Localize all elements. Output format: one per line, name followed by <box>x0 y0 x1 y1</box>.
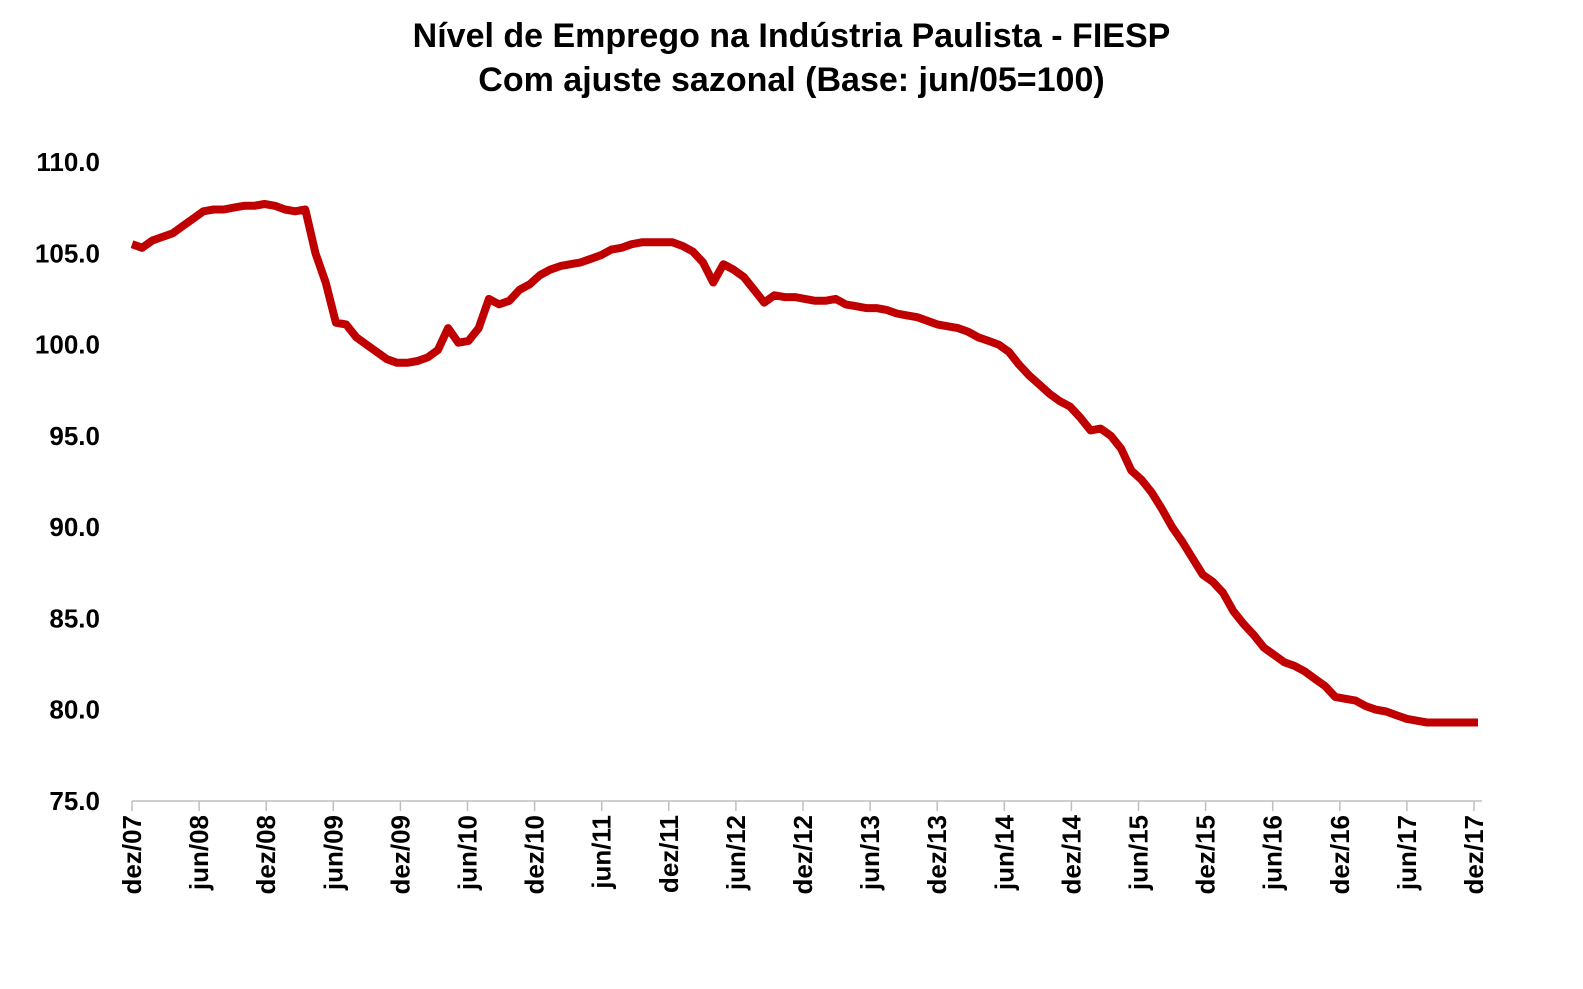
x-tick-label: jun/12 <box>721 815 751 891</box>
x-tick-label: jun/17 <box>1392 815 1422 891</box>
x-tick-label: dez/10 <box>520 815 550 895</box>
x-axis-tick-labels: dez/07 jun/08 dez/08 jun/09 dez/09 jun/10 dez/… <box>117 814 1489 894</box>
series-group <box>130 200 1478 727</box>
x-tick-label: dez/13 <box>922 815 952 895</box>
y-axis-tick-labels: 110.0 105.0 100.0 95.0 90.0 85.0 80.0 75.0 <box>35 147 100 816</box>
x-tick-label: dez/08 <box>251 815 281 895</box>
x-tick-label: dez/17 <box>1459 815 1489 895</box>
y-tick-label: 75.0 <box>49 786 100 816</box>
x-tick-label: jun/14 <box>989 814 1019 891</box>
x-axis <box>131 800 1482 811</box>
x-tick-label: dez/07 <box>117 815 147 895</box>
y-tick-label: 95.0 <box>49 421 100 451</box>
chart-title-block: Nível de Emprego na Indústria Paulista -… <box>0 14 1583 102</box>
x-tick-label: dez/14 <box>1056 814 1086 894</box>
x-tick-label: dez/12 <box>788 815 818 895</box>
y-tick-label: 105.0 <box>35 238 100 268</box>
series-line <box>130 200 1478 727</box>
y-tick-label: 110.0 <box>36 147 100 177</box>
y-tick-label: 85.0 <box>49 603 100 633</box>
x-tick-label: jun/15 <box>1124 815 1154 891</box>
y-tick-label: 90.0 <box>49 512 100 542</box>
x-tick-label: jun/13 <box>855 815 885 891</box>
x-tick-label: jun/10 <box>453 815 483 891</box>
y-tick-label: 80.0 <box>49 695 100 725</box>
x-tick-label: jun/16 <box>1258 815 1288 891</box>
x-tick-label: jun/09 <box>318 815 348 891</box>
x-tick-label: jun/11 <box>587 815 617 890</box>
x-tick-label: jun/08 <box>184 815 214 891</box>
x-tick-label: dez/11 <box>654 815 684 893</box>
chart-title: Nível de Emprego na Indústria Paulista -… <box>412 17 1171 55</box>
x-tick-label: dez/15 <box>1191 815 1221 895</box>
x-tick-label: dez/09 <box>385 815 415 895</box>
y-tick-label: 100.0 <box>35 330 100 360</box>
chart-subtitle: Com ajuste sazonal (Base: jun/05=100) <box>478 61 1105 99</box>
x-tick-label: dez/16 <box>1325 815 1355 895</box>
